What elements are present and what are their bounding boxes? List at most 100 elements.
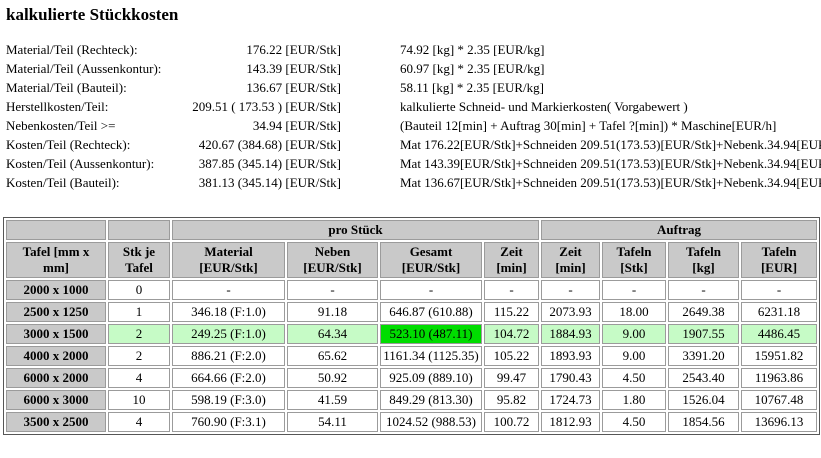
value-cell: 4 <box>108 368 170 388</box>
value-cell: 54.11 <box>287 412 378 432</box>
value-cell: 115.22 <box>484 302 539 322</box>
summary-formula: Mat 143.39[EUR/Stk]+Schneiden 209.51(173… <box>400 156 821 171</box>
summary-label: Material/Teil (Bauteil): <box>6 80 127 95</box>
value-cell: 10767.48 <box>741 390 818 410</box>
cost-table: pro Stück Auftrag Tafel [mm x mm] Stk je T… <box>3 217 821 435</box>
table-row[interactable]: 6000 x 2000 4 664.66 (F:2.0) 50.92 925.0… <box>6 368 818 388</box>
page-title: kalkulierte Stückkosten <box>6 5 179 24</box>
value-cell: 41.59 <box>287 390 378 410</box>
summary-label: Material/Teil (Aussenkontur): <box>6 61 162 76</box>
summary-label: Kosten/Teil (Rechteck): <box>6 137 131 152</box>
value-cell: 2649.38 <box>668 302 739 322</box>
column-header-line: Zeit <box>559 244 582 259</box>
value-cell: 50.92 <box>287 368 378 388</box>
value-cell: 9.00 <box>602 324 666 344</box>
column-header-line: [kg] <box>692 260 715 275</box>
tafel-cell: 6000 x 3000 <box>6 390 106 410</box>
tafel-cell: 3000 x 1500 <box>6 324 106 344</box>
column-header-stk-je-tafel: Stk je Tafel <box>108 242 170 278</box>
value-cell: 1024.52 (988.53) <box>380 412 482 432</box>
value-cell: - <box>602 280 666 300</box>
summary-label: Nebenkosten/Teil >= <box>6 118 116 133</box>
value-cell: 15951.82 <box>741 346 818 366</box>
value-cell: 1812.93 <box>541 412 600 432</box>
value-cell: 10 <box>108 390 170 410</box>
column-header-line: Tafel [mm x <box>22 244 90 259</box>
column-header-line: [EUR] <box>760 260 798 275</box>
column-header-line: Tafeln <box>616 244 652 259</box>
value-cell: 886.21 (F:2.0) <box>172 346 285 366</box>
value-cell: 1.80 <box>602 390 666 410</box>
value-cell: 3391.20 <box>668 346 739 366</box>
value-cell: 65.62 <box>287 346 378 366</box>
value-cell: - <box>172 280 285 300</box>
column-header-gesamt: Gesamt [EUR/Stk] <box>380 242 482 278</box>
value-cell: 346.18 (F:1.0) <box>172 302 285 322</box>
column-header-zeit-stueck: Zeit [min] <box>484 242 539 278</box>
table-row[interactable]: 2000 x 1000 0 - - - - - - - - <box>6 280 818 300</box>
value-cell: 598.19 (F:3.0) <box>172 390 285 410</box>
summary-row: Material/Teil (Bauteil): 136.67 [EUR/Stk]… <box>6 78 821 97</box>
table-body: 2000 x 1000 0 - - - - - - - - 2500 x 125… <box>6 280 818 432</box>
group-header-pro-stueck: pro Stück <box>172 220 539 240</box>
value-cell: 1790.43 <box>541 368 600 388</box>
column-header-line: [EUR/Stk] <box>199 260 258 275</box>
value-cell: 104.72 <box>484 324 539 344</box>
value-cell: 0 <box>108 280 170 300</box>
summary-value: 420.67 (384.68) [EUR/Stk] <box>198 137 341 152</box>
summary-label: Herstellkosten/Teil: <box>6 99 109 114</box>
summary-row: Nebenkosten/Teil >= 34.94 [EUR/Stk] (Baute… <box>6 116 821 135</box>
summary-section: Material/Teil (Rechteck): 176.22 [EUR/Stk… <box>6 40 821 192</box>
summary-row: Herstellkosten/Teil: 209.51 ( 173.53 ) [E… <box>6 97 821 116</box>
tafel-cell: 3500 x 2500 <box>6 412 106 432</box>
column-header-line: Stk je <box>122 244 156 259</box>
value-cell: 64.34 <box>287 324 378 344</box>
tafel-cell: 4000 x 2000 <box>6 346 106 366</box>
table-row[interactable]: 4000 x 2000 2 886.21 (F:2.0) 65.62 1161.… <box>6 346 818 366</box>
value-cell: 2 <box>108 346 170 366</box>
table-row[interactable]: 3500 x 2500 4 760.90 (F:3.1) 54.11 1024.… <box>6 412 818 432</box>
value-cell: - <box>741 280 818 300</box>
tafel-cell: 2000 x 1000 <box>6 280 106 300</box>
value-cell: 2073.93 <box>541 302 600 322</box>
value-cell: 1526.04 <box>668 390 739 410</box>
summary-value: 176.22 [EUR/Stk] <box>246 42 341 57</box>
summary-formula: 58.11 [kg] * 2.35 [EUR/kg] <box>400 80 544 95</box>
summary-row: Kosten/Teil (Aussenkontur): 387.85 (345.1… <box>6 154 821 173</box>
corner-cell-tafel <box>6 220 106 240</box>
report-page: kalkulierte Stückkosten Material/Teil (R… <box>0 5 821 458</box>
column-header-line: mm] <box>43 260 69 275</box>
summary-value: 136.67 [EUR/Stk] <box>246 80 341 95</box>
value-cell: 249.25 (F:1.0) <box>172 324 285 344</box>
value-cell: 760.90 (F:3.1) <box>172 412 285 432</box>
column-header-zeit-auftrag: Zeit [min] <box>541 242 600 278</box>
column-header-tafeln-stk: Tafeln [Stk] <box>602 242 666 278</box>
value-cell: 99.47 <box>484 368 539 388</box>
column-header-line: [EUR/Stk] <box>303 260 362 275</box>
column-header-material: Material [EUR/Stk] <box>172 242 285 278</box>
group-header-auftrag: Auftrag <box>541 220 818 240</box>
value-cell: 925.09 (889.10) <box>380 368 482 388</box>
value-cell: 523.10 (487.11) <box>380 324 482 344</box>
value-cell: 95.82 <box>484 390 539 410</box>
value-cell: 100.72 <box>484 412 539 432</box>
corner-cell-stk <box>108 220 170 240</box>
value-cell: 18.00 <box>602 302 666 322</box>
value-cell: 1 <box>108 302 170 322</box>
value-cell: 664.66 (F:2.0) <box>172 368 285 388</box>
value-cell: 9.00 <box>602 346 666 366</box>
column-header-line: Tafeln <box>761 244 797 259</box>
column-header-line: [min] <box>496 260 527 275</box>
summary-value: 381.13 (345.14) [EUR/Stk] <box>198 175 341 190</box>
column-header-tafel: Tafel [mm x mm] <box>6 242 106 278</box>
value-cell: 4.50 <box>602 368 666 388</box>
value-cell: 1854.56 <box>668 412 739 432</box>
table-row[interactable]: 2500 x 1250 1 346.18 (F:1.0) 91.18 646.8… <box>6 302 818 322</box>
value-cell: 11963.86 <box>741 368 818 388</box>
value-cell: 2543.40 <box>668 368 739 388</box>
summary-row: Material/Teil (Rechteck): 176.22 [EUR/Stk… <box>6 40 821 59</box>
value-cell: 1893.93 <box>541 346 600 366</box>
column-header-tafeln-eur: Tafeln [EUR] <box>741 242 818 278</box>
table-row[interactable]: 6000 x 3000 10 598.19 (F:3.0) 41.59 849.… <box>6 390 818 410</box>
table-row[interactable]: 3000 x 1500 2 249.25 (F:1.0) 64.34 523.1… <box>6 324 818 344</box>
